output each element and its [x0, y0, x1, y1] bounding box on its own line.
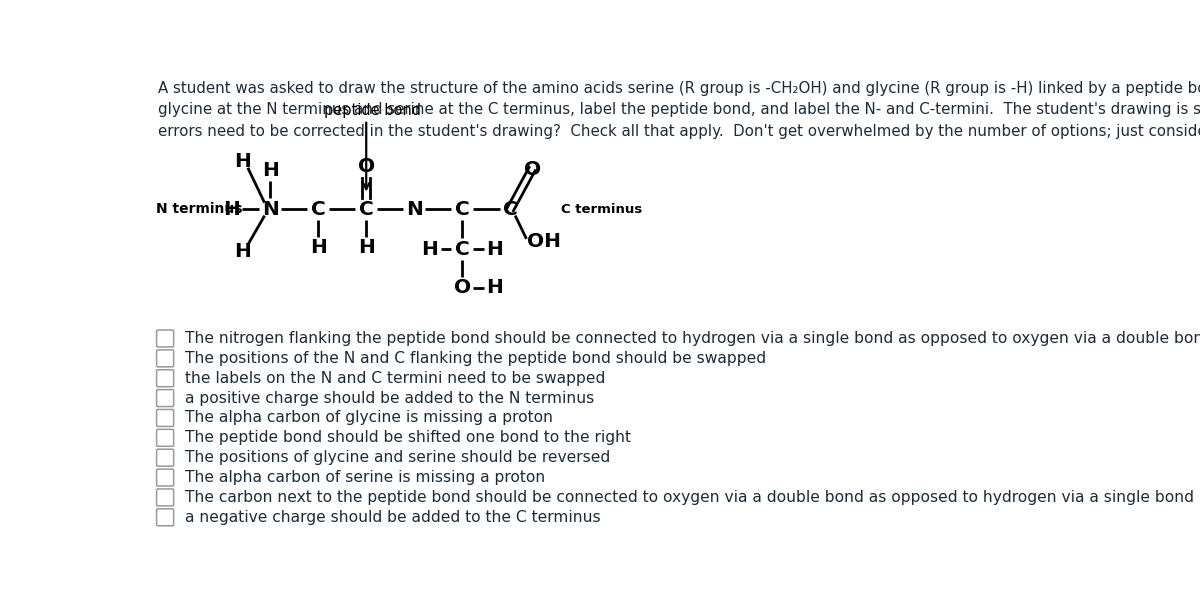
Text: the labels on the N and C termini need to be swapped: the labels on the N and C termini need t… [185, 371, 605, 385]
Text: C: C [311, 200, 325, 219]
Text: A student was asked to draw the structure of the amino acids serine (R group is : A student was asked to draw the structur… [157, 81, 1200, 139]
FancyBboxPatch shape [156, 390, 174, 407]
Text: C: C [455, 240, 469, 259]
Text: The nitrogen flanking the peptide bond should be connected to hydrogen via a sin: The nitrogen flanking the peptide bond s… [185, 331, 1200, 346]
Text: H: H [358, 238, 374, 257]
Text: The alpha carbon of glycine is missing a proton: The alpha carbon of glycine is missing a… [185, 410, 553, 426]
FancyBboxPatch shape [156, 509, 174, 526]
Text: The peptide bond should be shifted one bond to the right: The peptide bond should be shifted one b… [185, 430, 631, 446]
FancyBboxPatch shape [156, 370, 174, 387]
Text: H: H [421, 240, 438, 259]
Text: a negative charge should be added to the C terminus: a negative charge should be added to the… [185, 510, 600, 525]
Text: H: H [262, 161, 278, 180]
Text: N terminus: N terminus [156, 202, 242, 216]
FancyBboxPatch shape [156, 330, 174, 347]
FancyBboxPatch shape [156, 489, 174, 506]
Text: N: N [262, 200, 278, 219]
Text: H: H [486, 278, 503, 297]
Text: C: C [455, 200, 469, 219]
Text: N: N [406, 200, 422, 219]
Text: O: O [454, 278, 470, 297]
FancyBboxPatch shape [156, 429, 174, 446]
Text: C: C [503, 200, 517, 219]
Text: a positive charge should be added to the N terminus: a positive charge should be added to the… [185, 390, 594, 405]
Text: The positions of glycine and serine should be reversed: The positions of glycine and serine shou… [185, 450, 610, 465]
Text: The positions of the N and C flanking the peptide bond should be swapped: The positions of the N and C flanking th… [185, 351, 766, 366]
Text: H: H [486, 240, 503, 259]
Text: C terminus: C terminus [560, 203, 642, 215]
Text: O: O [358, 157, 374, 176]
Text: H: H [234, 242, 251, 261]
FancyBboxPatch shape [156, 449, 174, 466]
Text: O: O [523, 160, 541, 178]
Text: H: H [310, 238, 326, 257]
Text: peptide bond: peptide bond [324, 103, 421, 118]
Text: H: H [223, 200, 240, 219]
FancyBboxPatch shape [156, 410, 174, 427]
FancyBboxPatch shape [156, 350, 174, 367]
Text: OH: OH [528, 232, 562, 251]
Text: The alpha carbon of serine is missing a proton: The alpha carbon of serine is missing a … [185, 470, 545, 485]
FancyBboxPatch shape [156, 469, 174, 486]
Text: The carbon next to the peptide bond should be connected to oxygen via a double b: The carbon next to the peptide bond shou… [185, 490, 1194, 505]
Text: H: H [234, 152, 251, 171]
Text: C: C [359, 200, 373, 219]
